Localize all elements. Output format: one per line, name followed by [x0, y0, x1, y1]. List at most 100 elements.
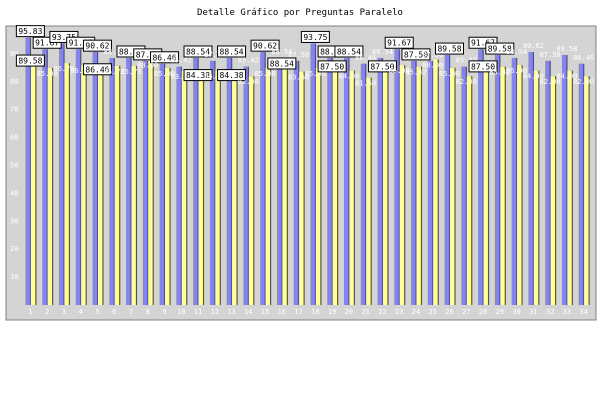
bar-series-2	[265, 67, 270, 305]
bars-layer	[25, 37, 590, 306]
chart-title: Detalle Gráfico por Preguntas Paralelo	[197, 8, 403, 18]
data-label: 82.00	[238, 78, 259, 86]
data-label: 93.75	[300, 30, 330, 43]
data-label: 85.00	[305, 70, 326, 78]
data-label: 88.00	[422, 61, 443, 69]
data-label-box	[300, 30, 330, 43]
bar-series-1	[193, 57, 198, 305]
y-tick-label: 70	[10, 106, 18, 114]
data-label-text: 90.62	[523, 42, 544, 50]
data-label-text: 84.38	[220, 71, 244, 80]
y-tick-label: 80	[10, 78, 18, 86]
data-label: 83.66	[288, 74, 309, 82]
bar-series-2	[332, 60, 338, 305]
y-tick-label: 40	[10, 189, 18, 197]
data-label-text: 90.62	[85, 42, 109, 51]
data-label-box	[384, 36, 414, 49]
bar-series-2	[148, 59, 153, 306]
data-label: 85.73	[104, 68, 125, 76]
data-label-text: 86.46	[573, 54, 594, 62]
y-tick-label: 20	[10, 245, 18, 253]
bar-series-1	[411, 60, 416, 305]
bar-series-2	[282, 57, 287, 305]
data-label: 85.42	[171, 57, 192, 65]
bar-series-1	[276, 57, 282, 305]
data-label: 87.50	[540, 51, 561, 59]
data-label: 87.50	[367, 60, 397, 73]
data-label-text: 90.62	[253, 42, 277, 51]
data-label: 85.00	[154, 70, 175, 78]
data-label-text: 86.46	[355, 54, 376, 62]
data-label: 86.46	[355, 54, 376, 62]
data-label: 95.83	[15, 25, 45, 38]
x-tick-label: 32	[546, 308, 554, 316]
data-label-box	[435, 42, 464, 55]
data-label: 89.58	[15, 54, 45, 67]
bar-series-1	[561, 55, 567, 305]
data-label-box	[183, 69, 213, 82]
x-tick-label: 1	[28, 308, 32, 316]
data-label-box	[82, 39, 112, 52]
bar-series-1	[126, 57, 131, 305]
bar-series-2	[366, 77, 371, 306]
bar-series-1	[461, 66, 466, 306]
data-label: 84.38	[217, 69, 247, 82]
x-axis: 1 2 3 4 5 6 7 8 9 10 11 12 13 14 15 16 17 18 19 20 21 22 23 24 2…	[28, 308, 588, 316]
data-label: 84.00	[523, 73, 544, 81]
data-label-text: 82.00	[540, 78, 561, 86]
x-tick-label: 15	[261, 308, 269, 316]
data-label-box	[15, 54, 45, 67]
x-tick-label: 7	[129, 308, 133, 316]
data-label-text: 87.50	[204, 51, 225, 59]
data-label-text: 93.75	[303, 33, 327, 42]
bar-series-1	[159, 63, 164, 306]
bar-series-2	[416, 66, 421, 306]
data-label: 85.73	[120, 68, 141, 76]
data-label-text: 87.50	[288, 51, 309, 59]
data-label: 84.00	[556, 73, 577, 81]
data-label-text: 85.42	[171, 57, 192, 65]
data-label-box	[150, 51, 179, 64]
data-label-box	[217, 69, 247, 82]
bar-series-2	[433, 59, 438, 306]
data-label-text: 85.42	[238, 57, 259, 65]
bar-series-1	[444, 55, 449, 305]
data-label: 85.42	[238, 57, 259, 65]
data-label: 88.54	[334, 45, 364, 58]
bar-series-1	[528, 52, 533, 306]
bar-series-2	[450, 67, 455, 305]
data-label-text: 87.50	[370, 62, 394, 71]
data-label-text: 86.00	[70, 67, 91, 75]
data-label-text: 82.00	[456, 78, 477, 86]
data-label: 84.00	[204, 73, 225, 81]
data-label-text: 87.50	[422, 51, 443, 59]
data-label: 87.50	[468, 60, 498, 73]
bar-series-2	[215, 70, 220, 305]
data-label-text: 88.00	[137, 61, 158, 69]
data-label: 85.42	[489, 69, 510, 77]
data-label-box	[82, 63, 112, 76]
data-label: 88.54	[104, 48, 125, 56]
data-label-text: 87.50	[320, 62, 344, 71]
bar-series-1	[327, 57, 332, 305]
data-label-text: 86.46	[152, 53, 176, 62]
bar-series-1	[260, 52, 265, 306]
data-label-text: 93.75	[52, 33, 76, 42]
data-label-text: 82.00	[238, 78, 259, 86]
data-label-text: 88.54	[104, 48, 125, 56]
bar-series-1	[25, 37, 30, 305]
data-label-text: 84.00	[338, 73, 359, 81]
data-label-box	[334, 45, 364, 58]
bar-series-2	[165, 67, 170, 305]
y-axis: 10 20 30 40 50 60 70 80 90	[10, 50, 18, 281]
x-tick-label: 34	[579, 308, 587, 316]
data-label: 88.54	[267, 57, 297, 70]
data-label-text: 82.00	[573, 78, 594, 86]
data-labels-layer: 95.8391.6793.7591.6790.6288.5488.5487.50…	[15, 25, 594, 88]
bar-series-1	[310, 43, 315, 305]
bar-series-1	[42, 49, 47, 306]
bar-series-1	[511, 57, 517, 305]
bar-series-2	[584, 76, 589, 305]
bar-series-2	[500, 66, 505, 306]
data-label: 86.00	[389, 67, 410, 75]
